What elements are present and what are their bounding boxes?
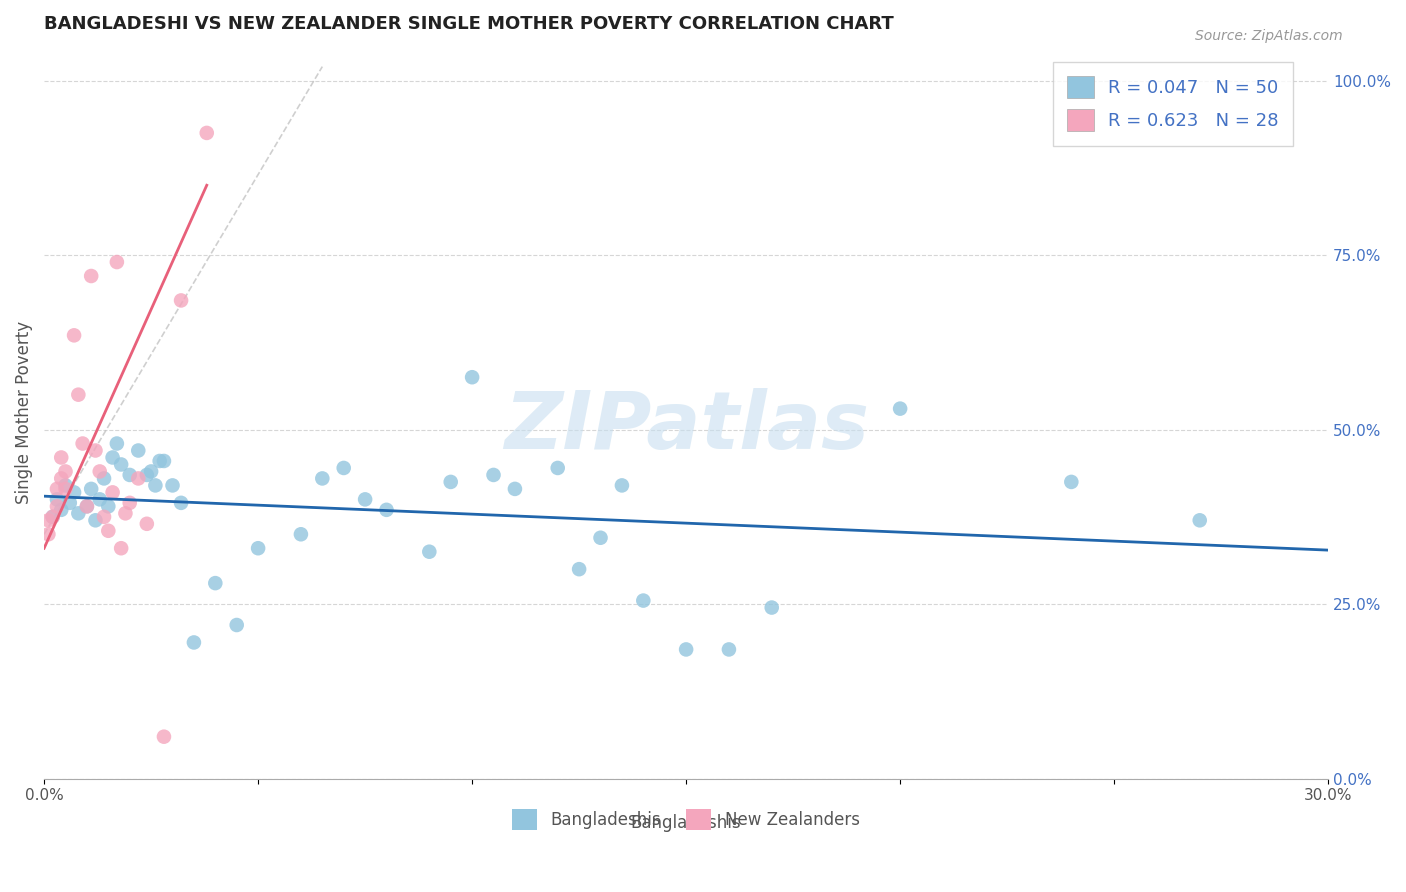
Point [89, 465, 111, 479]
Point [97, 500, 120, 514]
Point [105, 255, 128, 269]
Point [145, 478, 167, 492]
Point [440, 475, 463, 489]
Point [46, 492, 69, 507]
Point [170, 293, 193, 308]
Point [761, 600, 783, 615]
Point [589, 531, 612, 545]
Point [149, 454, 172, 468]
Point [482, 467, 505, 482]
Point [139, 465, 162, 479]
Point [170, 496, 193, 510]
Point [332, 461, 354, 475]
Point [127, 471, 149, 485]
Point [610, 478, 633, 492]
Point [63, 485, 86, 500]
Point [72, 436, 94, 450]
Point [55, 478, 77, 492]
Point [1188, 513, 1211, 527]
Point [67, 387, 90, 401]
Point [76, 500, 98, 514]
Point [93, 471, 115, 485]
Point [1060, 475, 1083, 489]
Legend: Bangladeshis, New Zealanders: Bangladeshis, New Zealanders [506, 803, 866, 836]
Point [135, 467, 157, 482]
Point [547, 461, 569, 475]
Point [675, 642, 697, 657]
Point [225, 618, 247, 632]
Point [97, 524, 120, 538]
Point [59, 496, 82, 510]
Point [717, 642, 740, 657]
Point [633, 593, 655, 607]
Point [135, 516, 157, 531]
Point [101, 450, 124, 465]
Point [375, 503, 398, 517]
Point [51, 471, 73, 485]
Point [46, 500, 69, 514]
Point [80, 482, 103, 496]
Point [89, 492, 111, 507]
Text: ZIPatlas: ZIPatlas [503, 388, 869, 466]
Point [114, 506, 136, 520]
Point [418, 545, 440, 559]
Point [41, 509, 63, 524]
Point [118, 467, 141, 482]
Point [84, 443, 107, 458]
Point [80, 268, 103, 283]
Text: Source: ZipAtlas.com: Source: ZipAtlas.com [1195, 29, 1343, 43]
Point [46, 482, 69, 496]
Point [110, 541, 132, 556]
Point [118, 496, 141, 510]
Point [67, 506, 90, 520]
Point [889, 401, 911, 416]
Point [461, 370, 484, 384]
Point [55, 465, 77, 479]
Point [503, 482, 526, 496]
Point [93, 509, 115, 524]
Point [63, 328, 86, 343]
Point [290, 527, 312, 541]
Point [51, 450, 73, 465]
Point [568, 562, 591, 576]
Point [153, 730, 176, 744]
Point [105, 436, 128, 450]
Point [37, 513, 59, 527]
Text: BANGLADESHI VS NEW ZEALANDER SINGLE MOTHER POVERTY CORRELATION CHART: BANGLADESHI VS NEW ZEALANDER SINGLE MOTH… [44, 15, 894, 33]
Point [41, 509, 63, 524]
Point [162, 478, 184, 492]
Point [101, 485, 124, 500]
X-axis label: Bangladeshis: Bangladeshis [631, 814, 741, 832]
Point [183, 635, 205, 649]
Point [110, 458, 132, 472]
Point [354, 492, 377, 507]
Point [55, 482, 77, 496]
Point [127, 443, 149, 458]
Point [195, 126, 218, 140]
Point [311, 471, 333, 485]
Point [204, 576, 226, 591]
Point [247, 541, 270, 556]
Point [76, 500, 98, 514]
Point [51, 503, 73, 517]
Point [84, 513, 107, 527]
Point [153, 454, 176, 468]
Y-axis label: Single Mother Poverty: Single Mother Poverty [15, 320, 32, 504]
Point [37, 527, 59, 541]
